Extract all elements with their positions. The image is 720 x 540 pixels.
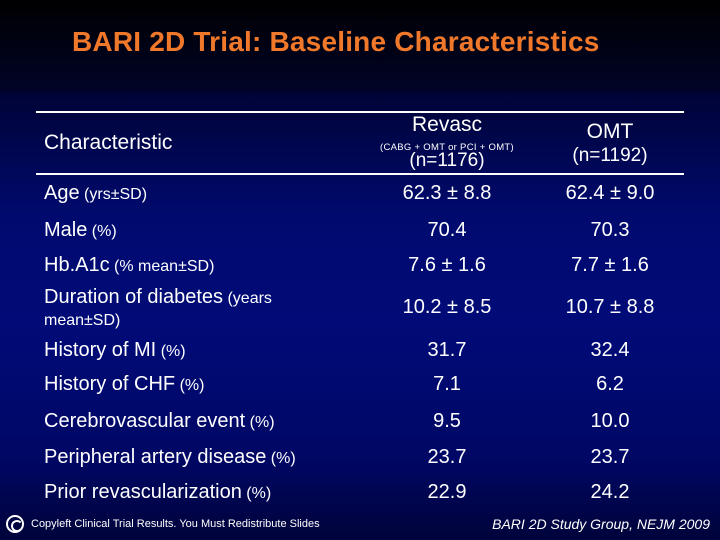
omt-value: 62.4 ± 9.0 xyxy=(565,182,655,204)
omt-value: 23.7 xyxy=(590,446,630,468)
row-label-unit: (% mean±SD) xyxy=(109,258,215,275)
table-top-rule xyxy=(36,111,684,113)
header-characteristic: Characteristic xyxy=(44,131,173,154)
revasc-value: 31.7 xyxy=(427,339,467,361)
row-label-text: Male xyxy=(44,219,88,241)
header-revasc-subtitle: (CABG + OMT or PCI + OMT) xyxy=(379,142,514,153)
row-label: Male (%) xyxy=(44,218,117,244)
revasc-value: 62.3 ± 8.8 xyxy=(402,182,492,204)
revasc-value: 22.9 xyxy=(427,481,467,503)
footer-citation: BARI 2D Study Group, NEJM 2009 xyxy=(492,516,710,532)
revasc-value: 7.1 xyxy=(433,373,461,395)
row-label-unit: (%) xyxy=(87,223,117,240)
row-label-unit: (%) xyxy=(241,485,272,502)
row-label-unit: (%) xyxy=(175,377,205,394)
row-label-unit: (yrs±SD) xyxy=(79,186,148,203)
row-label-continued: mean±SD) xyxy=(44,307,120,333)
revasc-value: 70.4 xyxy=(427,219,467,241)
row-label: History of CHF (%) xyxy=(44,372,204,398)
row-label: Peripheral artery disease (%) xyxy=(44,445,296,471)
omt-value: 6.2 xyxy=(596,373,624,395)
row-label: Cerebrovascular event (%) xyxy=(44,409,275,435)
row-label-text: Prior revascularization xyxy=(44,481,242,503)
omt-value: 10.0 xyxy=(590,410,630,432)
table-header-rule xyxy=(36,173,684,175)
omt-value: 10.7 ± 8.8 xyxy=(565,296,655,318)
revasc-value: 10.2 ± 8.5 xyxy=(402,296,492,318)
row-label-text: History of MI xyxy=(44,339,157,361)
row-label-unit-line2: mean±SD) xyxy=(44,312,121,329)
row-label-text: Age xyxy=(44,182,80,204)
revasc-value: 23.7 xyxy=(427,446,467,468)
header-revasc: Revasc xyxy=(411,113,483,136)
omt-value: 7.7 ± 1.6 xyxy=(571,254,649,276)
row-label: History of MI (%) xyxy=(44,338,186,364)
row-label-unit: (%) xyxy=(245,414,275,431)
row-label-unit: (%) xyxy=(266,450,296,467)
row-label-text: Cerebrovascular event xyxy=(44,410,246,432)
row-label-unit: (years xyxy=(223,290,272,307)
header-revasc-n: (n=1176) xyxy=(409,150,485,171)
header-omt-n: (n=1192) xyxy=(572,145,648,166)
title-bar xyxy=(0,0,720,92)
footer-copyleft-text: Copyleft Clinical Trial Results. You Mus… xyxy=(31,518,320,530)
slide-title: BARI 2D Trial: Baseline Characteristics xyxy=(72,26,600,57)
row-label: Prior revascularization (%) xyxy=(44,480,271,506)
row-label: Hb.A1c (% mean±SD) xyxy=(44,253,214,279)
header-omt: OMT xyxy=(586,120,634,143)
row-label-text: Peripheral artery disease xyxy=(44,446,267,468)
omt-value: 32.4 xyxy=(590,339,630,361)
copyleft-icon xyxy=(6,515,24,533)
row-label-unit: (%) xyxy=(156,343,186,360)
revasc-value: 7.6 ± 1.6 xyxy=(408,254,486,276)
revasc-value: 9.5 xyxy=(433,410,461,432)
omt-value: 24.2 xyxy=(590,481,630,503)
row-label: Age (yrs±SD) xyxy=(44,181,147,207)
row-label-text: Duration of diabetes xyxy=(44,286,224,308)
omt-value: 70.3 xyxy=(590,219,630,241)
row-label: Duration of diabetes (years xyxy=(44,285,272,311)
row-label-text: Hb.A1c xyxy=(44,254,110,276)
row-label-text: History of CHF xyxy=(44,373,176,395)
